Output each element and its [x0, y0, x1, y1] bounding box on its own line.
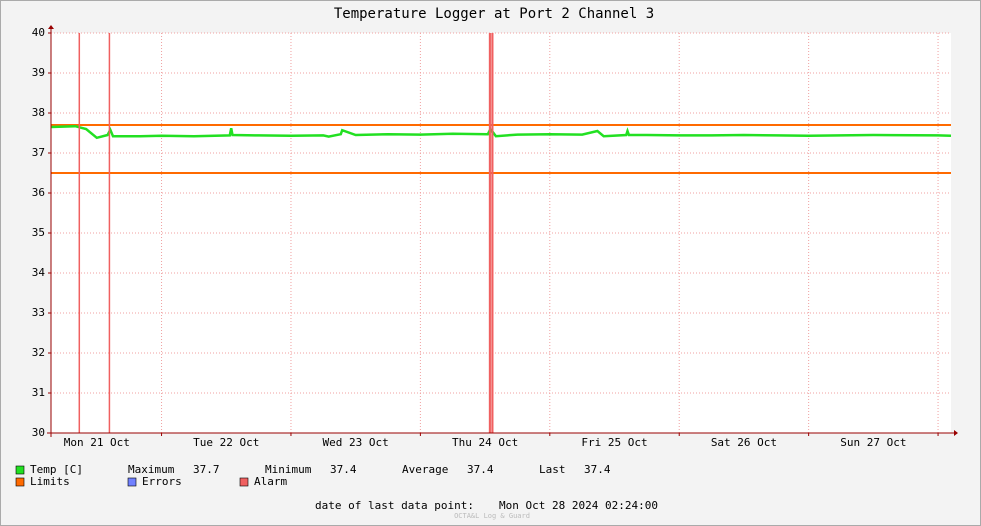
legend-swatch — [127, 477, 137, 487]
x-tick-label: Fri 25 Oct — [581, 436, 647, 449]
axis — [47, 27, 955, 437]
y-tick-label: 34 — [32, 266, 46, 279]
chart-title: Temperature Logger at Port 2 Channel 3 — [334, 6, 654, 22]
stat-label: Minimum — [265, 463, 312, 476]
stat-value: 37.4 — [330, 463, 357, 476]
y-tick-label: 36 — [32, 186, 45, 199]
y-tick-label: 35 — [32, 226, 45, 239]
stat-value: 37.4 — [467, 463, 494, 476]
y-tick-label: 39 — [32, 66, 45, 79]
legend-label: Errors — [142, 475, 182, 488]
footer-value: Mon Oct 28 2024 02:24:00 — [499, 499, 658, 512]
y-tick-label: 31 — [32, 386, 45, 399]
y-tick-label: 32 — [32, 346, 45, 359]
y-tick-label: 33 — [32, 306, 45, 319]
stat-label: Last — [539, 463, 566, 476]
y-tick-label: 40 — [32, 26, 45, 39]
y-tick-label: 37 — [32, 146, 45, 159]
stat-label: Maximum — [128, 463, 175, 476]
watermark: OCTA&L Log & Guard — [454, 512, 530, 520]
legend-label: Alarm — [254, 475, 287, 488]
footer-label: date of last data point: — [315, 499, 474, 512]
stat-value: 37.7 — [193, 463, 220, 476]
y-tick-label: 38 — [32, 106, 45, 119]
stat-value: 37.4 — [584, 463, 611, 476]
legend-swatch — [239, 477, 249, 487]
x-tick-label: Sun 27 Oct — [840, 436, 906, 449]
x-tick-label: Wed 23 Oct — [323, 436, 389, 449]
x-tick-label: Tue 22 Oct — [193, 436, 259, 449]
series-line — [50, 124, 952, 140]
stat-label: Average — [402, 463, 448, 476]
x-tick-label: Mon 21 Oct — [64, 436, 130, 449]
x-tick-label: Thu 24 Oct — [452, 436, 518, 449]
x-tick-label: Sat 26 Oct — [711, 436, 777, 449]
y-tick-label: 30 — [32, 426, 45, 439]
legend-label: Limits — [30, 475, 70, 488]
legend-swatch — [15, 465, 25, 475]
legend-swatch — [15, 477, 25, 487]
legend-label: Temp [C] — [30, 463, 83, 476]
